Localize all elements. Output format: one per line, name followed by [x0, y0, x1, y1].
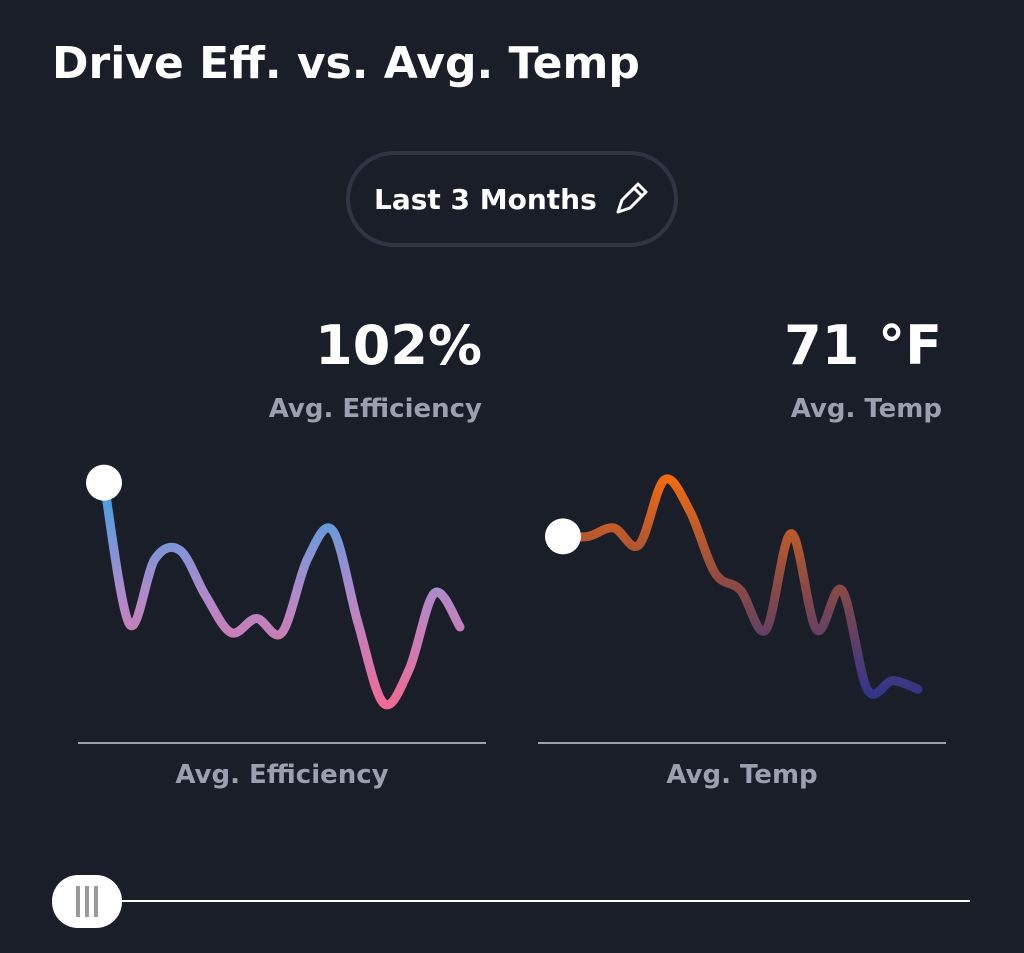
sparkline: [99, 478, 465, 710]
title: Drive Eff. vs. Avg. Temp: [52, 38, 640, 89]
charts: Avg. Efficiency Avg. Temp: [78, 464, 946, 790]
button-label: Last 3 Months: [374, 183, 597, 216]
stat-label: Avg. Efficiency: [269, 394, 482, 424]
x-axis-label: Avg. Efficiency: [175, 760, 388, 790]
stat-value: 102%: [315, 314, 482, 377]
start-dot: [545, 518, 581, 555]
slider[interactable]: [52, 875, 970, 928]
button-outline: [346, 151, 678, 247]
x-axis-label: Avg. Temp: [666, 760, 817, 790]
start-dot: [86, 464, 122, 501]
edit-icon: [616, 182, 648, 214]
stat-label: Avg. Temp: [791, 394, 942, 424]
stat-value: 71 °F: [784, 314, 942, 377]
sparkline: [558, 474, 923, 699]
period-button[interactable]: Last 3 Months: [346, 151, 678, 247]
